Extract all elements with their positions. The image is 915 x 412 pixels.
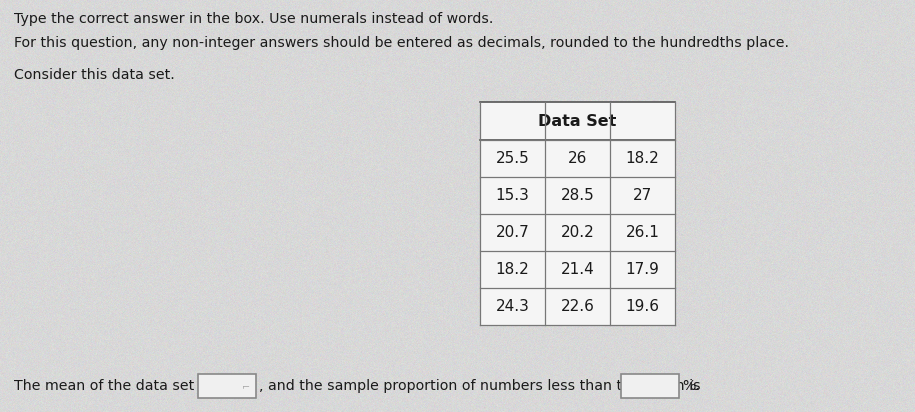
Text: 15.3: 15.3 — [496, 188, 530, 203]
Text: 20.7: 20.7 — [496, 225, 530, 240]
Text: %.: %. — [682, 379, 700, 393]
Text: 24.3: 24.3 — [496, 299, 530, 314]
Text: 22.6: 22.6 — [561, 299, 595, 314]
Text: Data Set: Data Set — [538, 113, 617, 129]
Text: 21.4: 21.4 — [561, 262, 595, 277]
Text: 25.5: 25.5 — [496, 151, 530, 166]
Text: 26.1: 26.1 — [626, 225, 660, 240]
Text: 18.2: 18.2 — [496, 262, 530, 277]
Text: 19.6: 19.6 — [626, 299, 660, 314]
Text: , and the sample proportion of numbers less than the mean is: , and the sample proportion of numbers l… — [259, 379, 705, 393]
Bar — [480, 102, 675, 325]
Text: For this question, any non-integer answers should be entered as decimals, rounde: For this question, any non-integer answe… — [14, 36, 789, 50]
Bar — [621, 374, 679, 398]
Bar — [198, 374, 256, 398]
Text: ⌐: ⌐ — [242, 381, 250, 391]
Text: 26: 26 — [568, 151, 587, 166]
Text: 17.9: 17.9 — [626, 262, 660, 277]
Text: 27: 27 — [633, 188, 652, 203]
Text: 20.2: 20.2 — [561, 225, 595, 240]
Text: Consider this data set.: Consider this data set. — [14, 68, 175, 82]
Text: 28.5: 28.5 — [561, 188, 595, 203]
Text: The mean of the data set is: The mean of the data set is — [14, 379, 215, 393]
Text: 18.2: 18.2 — [626, 151, 660, 166]
Text: Type the correct answer in the box. Use numerals instead of words.: Type the correct answer in the box. Use … — [14, 12, 493, 26]
Bar — [480, 102, 675, 140]
